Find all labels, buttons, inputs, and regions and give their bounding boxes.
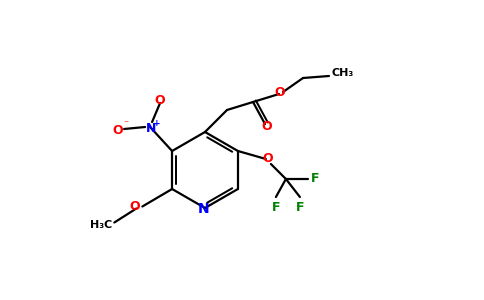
Text: O: O [262, 121, 272, 134]
Text: F: F [272, 201, 280, 214]
Text: N: N [198, 202, 210, 216]
Text: O: O [155, 94, 166, 107]
Text: O: O [130, 200, 140, 213]
Text: H₃C: H₃C [90, 220, 112, 230]
Text: +: + [153, 118, 161, 127]
Text: O: O [112, 124, 123, 136]
Text: CH₃: CH₃ [331, 68, 353, 78]
Text: ⁻: ⁻ [123, 119, 129, 129]
Text: N: N [146, 122, 156, 134]
Text: O: O [263, 152, 273, 166]
Text: F: F [311, 172, 319, 185]
Text: F: F [296, 201, 304, 214]
Text: O: O [275, 85, 285, 98]
